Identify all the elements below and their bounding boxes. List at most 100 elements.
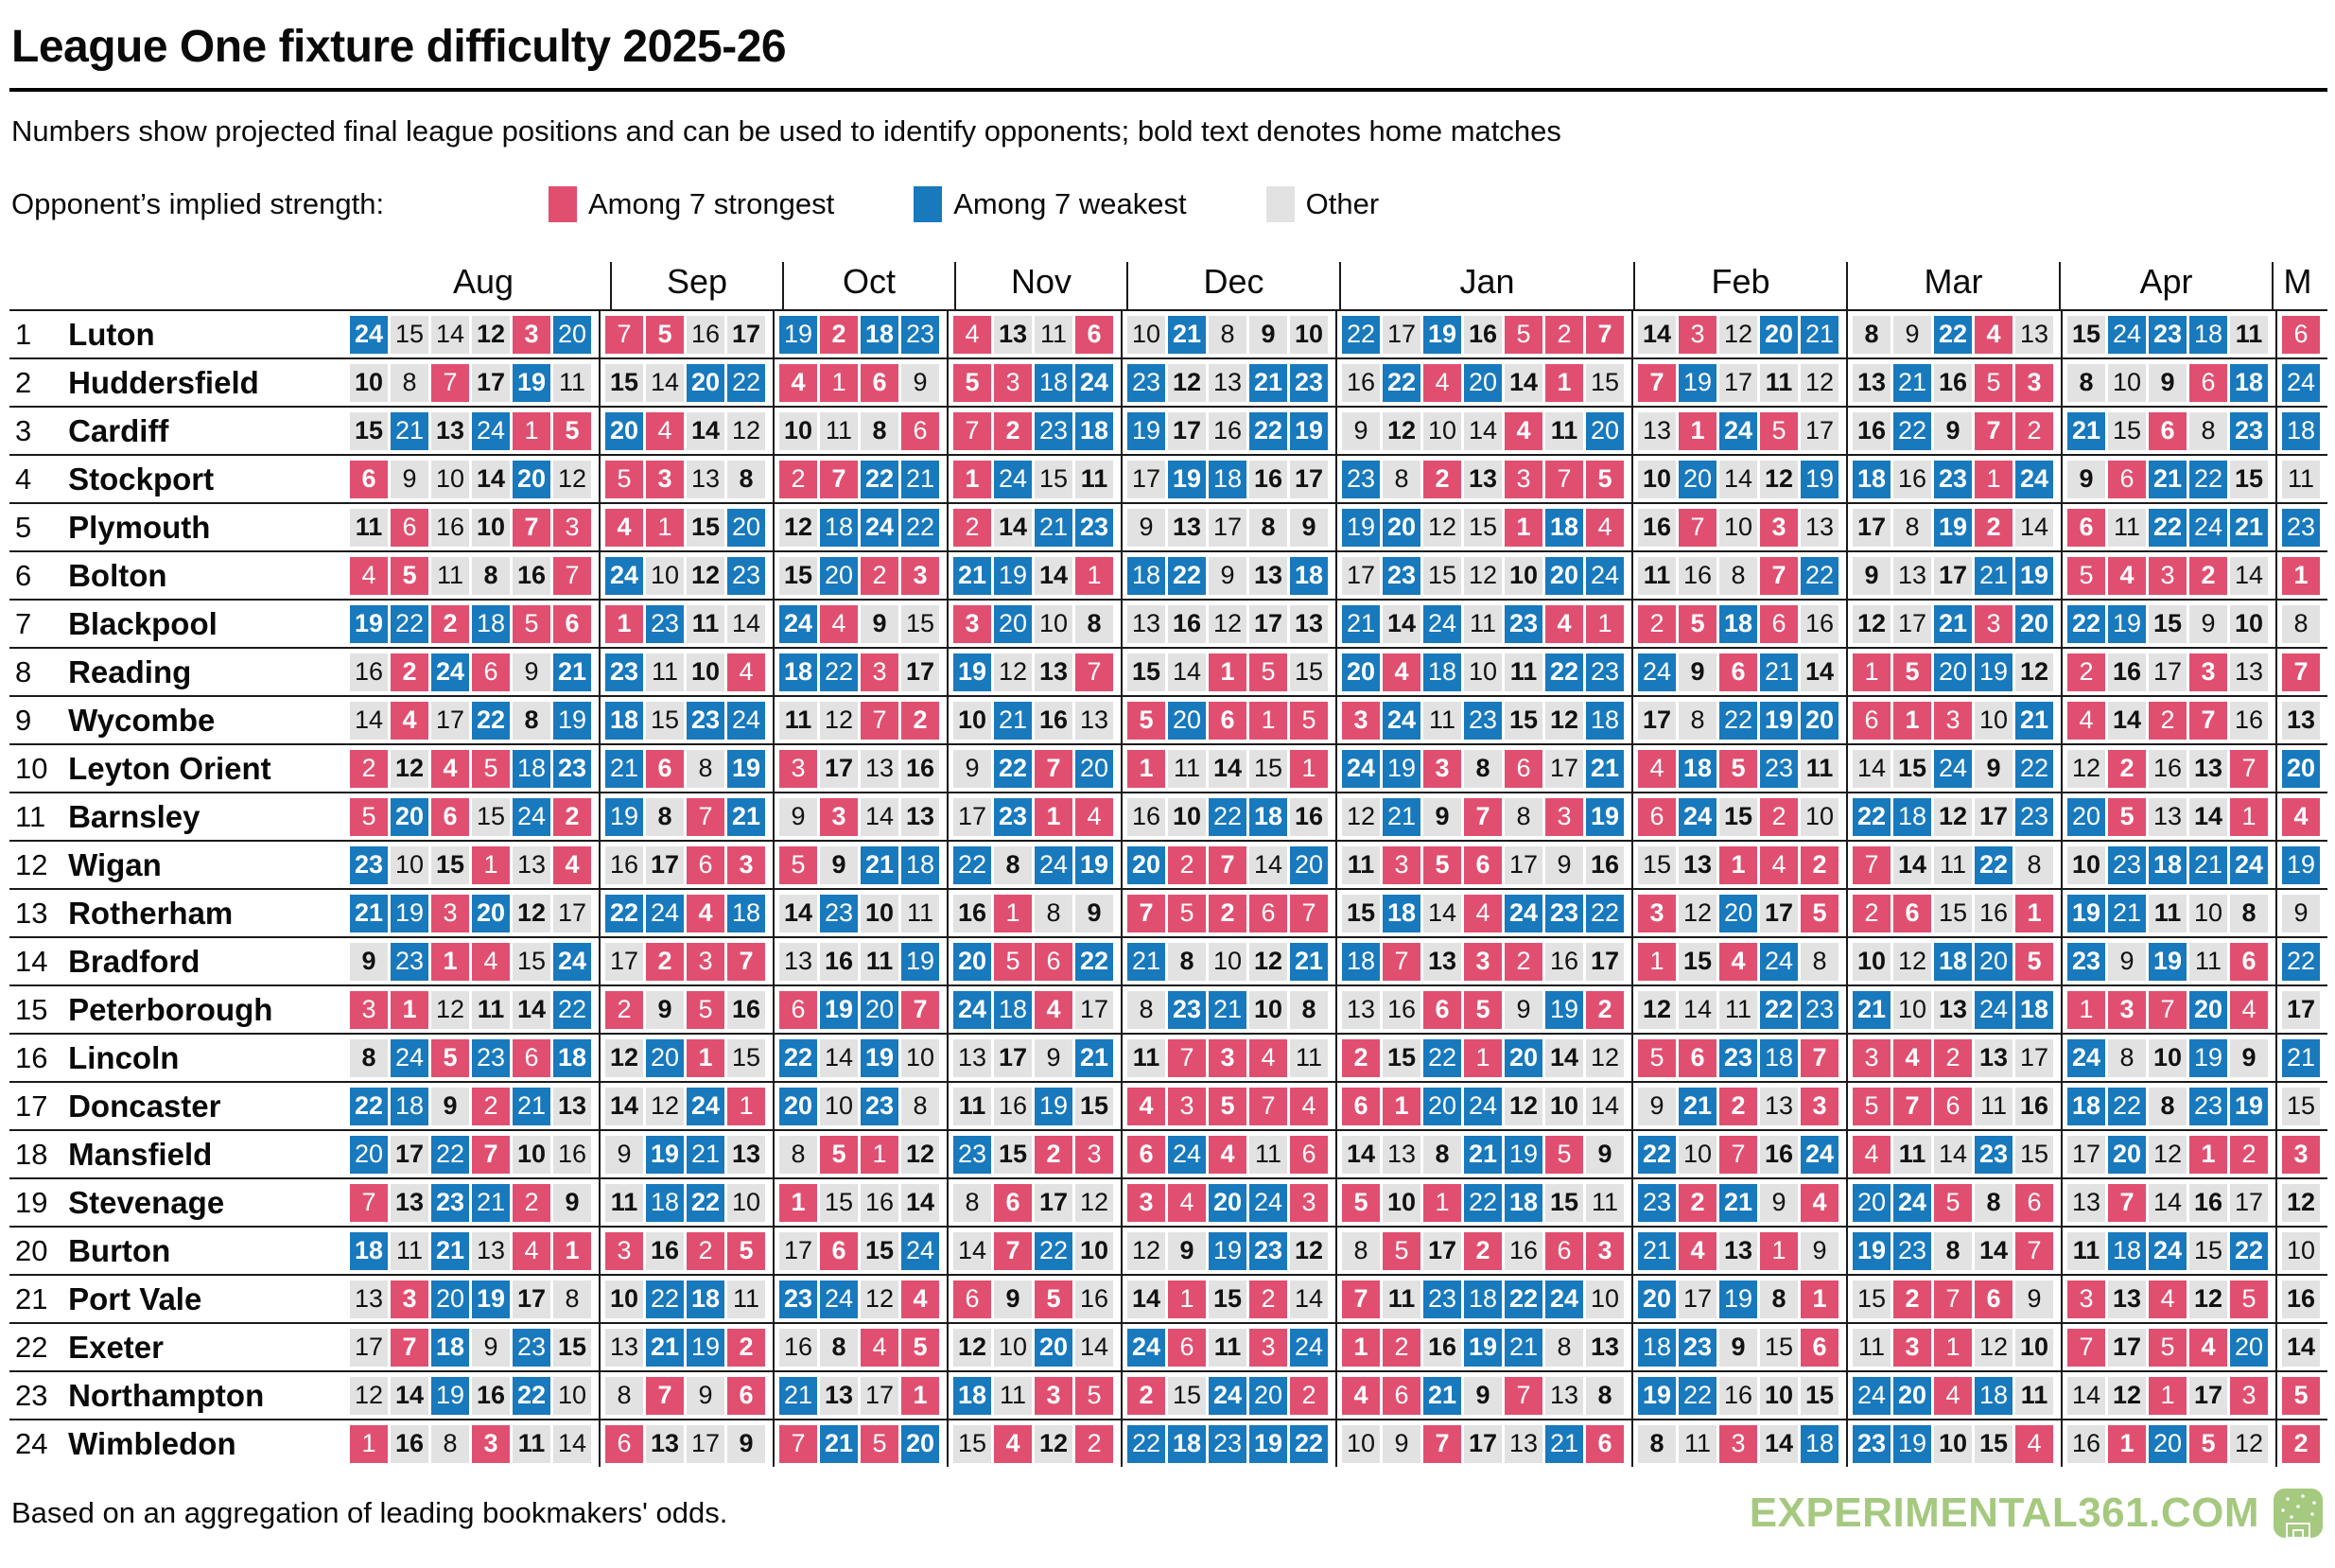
- fixture-cell: 14: [2189, 797, 2227, 836]
- fixture-cell: 22: [2230, 1231, 2268, 1270]
- fixture-cell: 24: [1638, 653, 1676, 691]
- fixture-group-Sep: 13 21 19 2: [599, 1324, 773, 1370]
- fixture-cell: 23: [1975, 1135, 2013, 1174]
- fixture-cell: 12: [953, 1328, 991, 1367]
- team-row-barnsley: 11 Barnsley 5 20 6 15 24 2 19 8 7 21 9 3 14 13 17 23 1 4 16 1…: [9, 792, 2327, 840]
- fixture-cell: 8: [2149, 1087, 2187, 1125]
- legend-item-label: Other: [1305, 187, 1380, 220]
- fixture-cell: 13: [1383, 1135, 1420, 1174]
- fixture-cell: 13: [1127, 604, 1165, 643]
- fixture-cell: 18: [901, 845, 939, 884]
- fixture-group-Oct: 22 14 19 10: [773, 1035, 947, 1081]
- fixture-cell: 14: [2282, 1328, 2320, 1367]
- fixture-group-Nov: 4 13 11 6: [947, 311, 1121, 357]
- fixture-cell: 7: [1127, 894, 1165, 932]
- fixture-cell: 11: [779, 701, 817, 740]
- fixture-cell: 6: [605, 1424, 643, 1463]
- fixture-cell: 15: [513, 942, 550, 981]
- fixture-cell: 6: [953, 1280, 991, 1318]
- fixture-cell: 2: [2282, 1424, 2320, 1463]
- fixture-cell: 2: [1464, 1231, 1502, 1270]
- fixture-cell: 20: [553, 315, 591, 354]
- fixture-cell: 11: [1679, 1424, 1716, 1463]
- fixture-cell: 2: [1383, 1328, 1420, 1367]
- fixture-cell: 6: [1679, 1038, 1716, 1077]
- fixture-cell: 13: [1853, 363, 1891, 402]
- fixture-cell: 12: [687, 556, 724, 595]
- fixture-group-Mar: 21 10 13 24 18: [1846, 986, 2061, 1033]
- fixture-cell: 8: [1586, 1376, 1624, 1415]
- fixture-cell: 12: [1423, 508, 1461, 547]
- fixture-group-Jan: 12 21 9 7 8 3 19: [1335, 793, 1631, 840]
- fixture-cell: 13: [861, 749, 898, 788]
- fixture-group-Nov: 13 17 9 21: [947, 1035, 1121, 1081]
- fixture-cell: 16: [1679, 556, 1716, 595]
- fixture-cell: 4: [2230, 990, 2268, 1029]
- fixture-cell: 4: [2067, 701, 2105, 740]
- fixture-cell: 23: [513, 1328, 550, 1367]
- fixture-group-Nov: 17 23 1 4: [947, 793, 1121, 840]
- fixture-group-Feb: 4 18 5 23 11: [1631, 745, 1846, 792]
- fixture-cell: 24: [1760, 942, 1798, 981]
- fixture-cell: 18: [1290, 556, 1328, 595]
- fixture-group-Aug: 13 3 20 19 17 8: [350, 1276, 599, 1322]
- fixture-cell: 5: [513, 604, 550, 643]
- fixture-cell: 20: [2149, 1424, 2187, 1463]
- fixture-group-Jan: 21 14 24 11 23 4 1: [1335, 601, 1631, 647]
- fixture-group-Sep: 9 19 21 13: [599, 1131, 773, 1177]
- fixture-cell: 21: [727, 797, 765, 836]
- fixture-cell: 11: [953, 1087, 991, 1125]
- fixture-group-Jan: 8 5 17 2 16 6 3: [1335, 1228, 1631, 1274]
- fixture-cell: 1: [1801, 1280, 1838, 1318]
- fixture-cell: 14: [2230, 556, 2268, 595]
- fixture-cell: 4: [1075, 797, 1113, 836]
- fixture-group-Nov: 5 3 18 24: [947, 359, 1121, 406]
- fixture-cell: 11: [1290, 1038, 1328, 1077]
- fixture-cell: 19: [861, 1038, 898, 1077]
- fixture-cell: 10: [1586, 1280, 1624, 1318]
- fixture-cell: 23: [1760, 749, 1798, 788]
- fixture-cell: 8: [1638, 1424, 1676, 1463]
- team-rank: 1: [15, 317, 32, 351]
- fixture-cell: 4: [820, 604, 858, 643]
- fixture-cell: 3: [1853, 1038, 1891, 1077]
- fixture-cell: 6: [513, 1038, 550, 1077]
- fixture-group-M: 11: [2275, 456, 2327, 502]
- fixture-cell: 8: [2108, 1038, 2146, 1077]
- fixture-cell: 15: [1719, 797, 1757, 836]
- fixture-cell: 19: [605, 797, 643, 836]
- fixture-cell: 24: [2230, 845, 2268, 884]
- fixture-cell: 15: [1290, 653, 1328, 691]
- fixture-cell: 11: [1127, 1038, 1165, 1077]
- fixture-cell: 24: [779, 604, 817, 643]
- fixture-cell: 2: [605, 990, 643, 1029]
- fixture-group-Nov: 22 8 24 19: [947, 842, 1121, 888]
- fixture-cell: 17: [2230, 1183, 2268, 1222]
- fixture-cell: 4: [2282, 797, 2320, 836]
- fixture-cell: 6: [1035, 942, 1072, 981]
- fixture-cell: 9: [1893, 315, 1931, 354]
- fixture-cell: 16: [1975, 894, 2013, 932]
- fixture-cell: 1: [779, 1183, 817, 1222]
- fixture-cell: 1: [2108, 1424, 2146, 1463]
- fixture-cell: 18: [1168, 1424, 1206, 1463]
- fixture-cell: 18: [605, 701, 643, 740]
- fixture-group-Apr: 21 15 6 8 23: [2061, 408, 2275, 454]
- fixture-cell: 23: [1342, 460, 1380, 498]
- fixture-cell: 22: [1209, 797, 1246, 836]
- fixture-cell: 4: [350, 556, 388, 595]
- fixture-cell: 1: [1249, 701, 1287, 740]
- fixture-cell: 14: [1853, 749, 1891, 788]
- fixture-cell: 2: [779, 460, 817, 498]
- fixture-cell: 2: [431, 604, 469, 643]
- team-rank: 13: [15, 896, 48, 930]
- fixture-cell: 6: [727, 1376, 765, 1415]
- fixture-cell: 22: [820, 653, 858, 691]
- fixture-cell: 23: [1853, 1424, 1891, 1463]
- fixture-cell: 18: [391, 1087, 428, 1125]
- fixture-cell: 13: [1975, 1038, 2013, 1077]
- fixture-cell: 7: [472, 1135, 510, 1174]
- fixture-cell: 8: [901, 1087, 939, 1125]
- fixture-cell: 6: [1342, 1087, 1380, 1125]
- fixture-cell: 3: [1383, 845, 1420, 884]
